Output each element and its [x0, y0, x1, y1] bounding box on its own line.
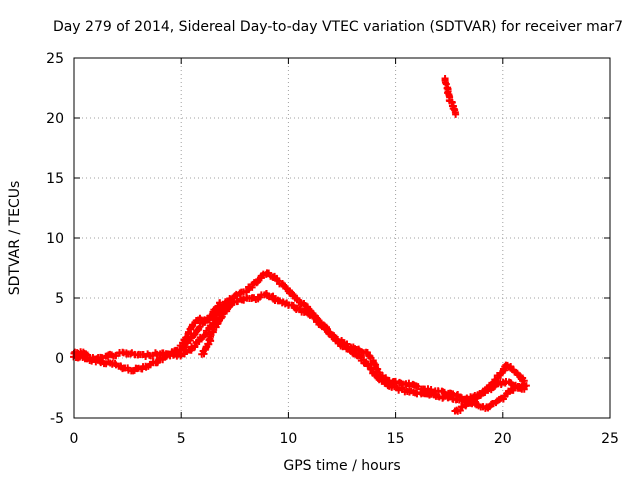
y-tick-label: 0 [55, 351, 64, 367]
grid [74, 58, 610, 418]
data-point [392, 377, 400, 385]
data-point [522, 382, 530, 390]
x-tick-label: 15 [387, 431, 405, 447]
y-axis-ticks: -5 0 5 10 15 20 25 [46, 51, 610, 427]
y-tick-label: 10 [46, 231, 64, 247]
data-point [452, 110, 460, 118]
x-axis-ticks: 0 5 10 15 20 25 [70, 58, 619, 447]
x-tick-label: 20 [494, 431, 512, 447]
x-axis-label: GPS time / hours [283, 458, 400, 474]
data-point [520, 377, 528, 385]
y-tick-label: 5 [55, 291, 64, 307]
series-track-c [441, 74, 460, 118]
series-track-f [176, 299, 224, 350]
series-track-d [451, 361, 528, 415]
y-tick-label: 25 [46, 51, 64, 67]
series-track-b [70, 290, 530, 412]
data-point [311, 314, 319, 322]
y-tick-label: 20 [46, 111, 64, 127]
data-point [199, 317, 207, 325]
x-tick-label: 5 [177, 431, 186, 447]
data-point [293, 294, 301, 302]
y-axis-label: SDTVAR / TECUs [7, 181, 23, 296]
x-tick-label: 25 [601, 431, 619, 447]
y-tick-label: -5 [50, 411, 64, 427]
plot-frame [73, 57, 611, 419]
data-point [216, 299, 224, 307]
series-track-e [198, 304, 232, 358]
data-point [224, 304, 232, 312]
x-tick-label: 10 [279, 431, 297, 447]
chart-title: Day 279 of 2014, Sidereal Day-to-day VTE… [53, 19, 623, 35]
x-tick-label: 0 [70, 431, 79, 447]
data-points [70, 74, 530, 415]
y-tick-label: 15 [46, 171, 64, 187]
data-point [112, 351, 120, 359]
